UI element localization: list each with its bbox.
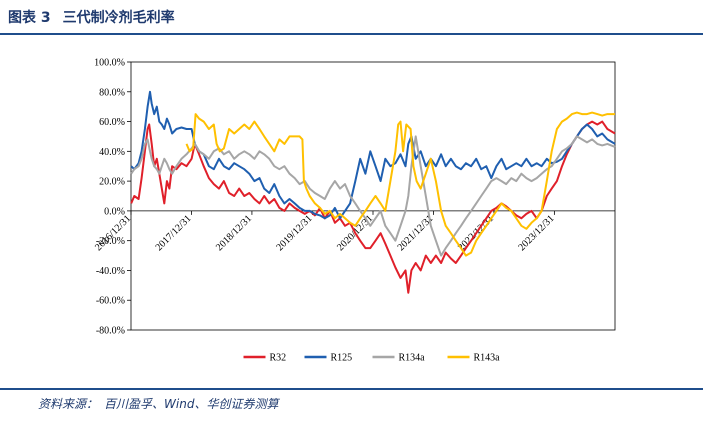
y-tick-label: -80.0% — [96, 326, 125, 337]
x-tick-label: 2019/12/31 — [275, 213, 315, 253]
figure-title-text: 三代制冷剂毛利率 — [62, 10, 175, 26]
legend-label-r125: R125 — [331, 353, 353, 364]
legend: R32 R125 R134a R143a — [243, 353, 501, 364]
x-tick-label: 2017/12/31 — [154, 213, 194, 253]
x-tick-label: 2016/12/31 — [93, 213, 133, 253]
legend-label-r143a: R143a — [474, 353, 501, 364]
top-rule — [0, 33, 703, 35]
series-line-r134a — [130, 135, 616, 257]
y-tick-label: -40.0% — [96, 266, 125, 277]
figure-label: 图表 3 — [8, 10, 51, 26]
y-tick-label: 80.0% — [99, 87, 125, 98]
y-tick-label: 100.0% — [94, 58, 125, 69]
source-note: 资料来源： 百川盈孚、Wind、华创证券测算 — [38, 395, 278, 412]
y-tick-label: 40.0% — [99, 147, 125, 158]
series-group — [130, 90, 616, 294]
series-line-r32 — [130, 120, 616, 294]
source-label: 资料来源： — [38, 397, 99, 411]
y-tick-label: 20.0% — [99, 177, 125, 188]
x-tick-label: 2018/12/31 — [214, 213, 254, 253]
legend-label-r32: R32 — [270, 353, 287, 364]
series-line-r125 — [130, 90, 616, 220]
line-chart: -80.0% -60.0% -40.0% -20.0% 0.0% 20.0% 40.0% 60… — [93, 58, 616, 364]
y-tick-label: -60.0% — [96, 296, 125, 307]
y-tick-label: 60.0% — [99, 117, 125, 128]
legend-label-r134a: R134a — [399, 353, 426, 364]
source-text: 百川盈孚、Wind、华创证券测算 — [104, 397, 279, 411]
figure-title: 图表 3 三代制冷剂毛利率 — [8, 8, 175, 28]
bottom-rule — [0, 388, 703, 390]
plot-frame — [130, 61, 616, 331]
series-line-r143a — [185, 111, 615, 257]
y-tick-label: 0.0% — [104, 206, 125, 217]
y-tick-label: -20.0% — [96, 236, 125, 247]
y-axis: -80.0% -60.0% -40.0% -20.0% 0.0% 20.0% 40.0% 60… — [94, 58, 131, 337]
